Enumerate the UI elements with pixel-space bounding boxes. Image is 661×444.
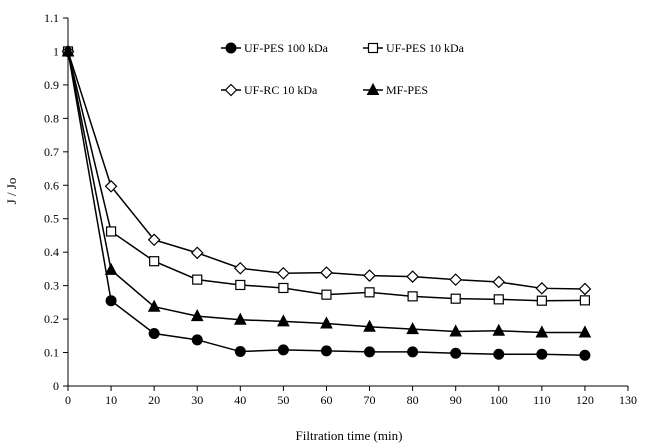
data-point: [449, 273, 463, 286]
data-point: [147, 233, 161, 247]
x-tick-label: 10: [105, 393, 117, 407]
data-point: [320, 266, 333, 279]
y-tick-label: 0.8: [44, 111, 59, 125]
legend-marker: [366, 82, 380, 95]
data-point: [578, 282, 592, 296]
data-point: [363, 269, 376, 282]
data-point: [234, 346, 246, 358]
data-point: [406, 322, 419, 335]
data-point: [579, 295, 591, 306]
y-tick-label: 0.3: [44, 279, 59, 293]
data-point: [493, 294, 504, 305]
x-tick-label: 70: [364, 393, 376, 407]
data-point: [407, 346, 419, 358]
data-point: [321, 289, 332, 300]
data-point: [406, 270, 419, 283]
data-point: [233, 312, 247, 325]
y-tick-label: 1.1: [44, 11, 59, 25]
x-tick-label: 130: [619, 393, 637, 407]
data-point: [492, 323, 506, 336]
x-tick-label: 40: [234, 393, 246, 407]
data-point: [105, 295, 117, 307]
data-point: [191, 334, 203, 346]
x-tick-label: 80: [407, 393, 419, 407]
y-axis-label: J / Jo: [4, 178, 19, 205]
legend-item: MF-PES: [363, 82, 428, 97]
x-tick-label: 30: [191, 393, 203, 407]
data-point: [450, 293, 461, 304]
y-tick-label: 0.9: [44, 78, 59, 92]
data-point: [407, 291, 418, 302]
y-tick-label: 0.1: [44, 346, 59, 360]
data-point: [104, 179, 118, 193]
data-point: [148, 327, 160, 339]
data-point: [364, 346, 376, 358]
legend: UF-PES 100 kDa UF-PES 10 kDa UF-RC 10 kDa M…: [221, 41, 465, 97]
data-point: [190, 246, 204, 260]
series-line: [67, 51, 585, 302]
data-point: [536, 348, 548, 360]
series-line: [67, 51, 585, 356]
x-tick-label: 0: [65, 393, 71, 407]
data-point: [578, 325, 592, 338]
legend-item: UF-PES 100 kDa: [221, 41, 329, 55]
data-point: [492, 275, 506, 289]
data-point: [363, 319, 376, 332]
x-tick-label: 50: [277, 393, 289, 407]
legend-marker: [225, 42, 237, 54]
y-tick-label: 0: [53, 379, 59, 393]
x-axis-label: Filtration time (min): [296, 428, 403, 443]
data-point: [364, 287, 375, 298]
x-tick-label: 120: [576, 393, 594, 407]
y-tick-label: 0.2: [44, 312, 59, 326]
axes: 0 10 20 30 40 50 60 70 80 90 100 110 120 130 0 0.1 0.2 0.…: [44, 11, 637, 407]
legend-label: UF-PES 100 kDa: [244, 41, 329, 55]
y-tick-label: 0.4: [44, 245, 59, 259]
y-tick-label: 0.6: [44, 178, 59, 192]
x-tick-label: 110: [533, 393, 551, 407]
data-point: [104, 262, 118, 275]
data-point: [449, 324, 463, 337]
legend-label: MF-PES: [386, 83, 428, 97]
legend-marker: [224, 83, 238, 97]
x-tick-label: 60: [320, 393, 332, 407]
data-point: [277, 344, 289, 356]
data-point: [61, 44, 75, 57]
data-point: [149, 256, 160, 267]
data-point: [320, 316, 333, 329]
data-point: [147, 299, 161, 312]
series-layer: [61, 44, 592, 361]
data-point: [493, 348, 505, 360]
data-point: [233, 261, 247, 275]
data-point: [105, 226, 117, 237]
x-tick-label: 90: [450, 393, 462, 407]
data-point: [536, 295, 547, 306]
data-point: [235, 279, 246, 291]
x-tick-label: 100: [490, 393, 508, 407]
y-tick-label: 0.5: [44, 212, 59, 226]
data-point: [535, 325, 549, 338]
data-point: [320, 345, 332, 357]
legend-item: UF-PES 10 kDa: [363, 41, 465, 55]
data-point: [278, 282, 289, 294]
y-tick-label: 1: [53, 44, 59, 58]
data-point: [535, 281, 549, 295]
series-3: [61, 44, 592, 338]
data-point: [190, 309, 204, 322]
series-line: [67, 51, 585, 290]
data-point: [277, 266, 290, 280]
legend-marker: [367, 42, 379, 54]
legend-item: UF-RC 10 kDa: [221, 83, 318, 97]
data-point: [579, 349, 591, 361]
data-point: [192, 274, 203, 285]
y-tick-label: 0.7: [44, 145, 59, 159]
x-tick-label: 20: [148, 393, 160, 407]
series-0: [62, 45, 591, 361]
series-2: [61, 45, 592, 296]
data-point: [450, 347, 462, 359]
legend-label: UF-RC 10 kDa: [244, 83, 318, 97]
legend-label: UF-PES 10 kDa: [386, 41, 465, 55]
data-point: [277, 314, 290, 327]
